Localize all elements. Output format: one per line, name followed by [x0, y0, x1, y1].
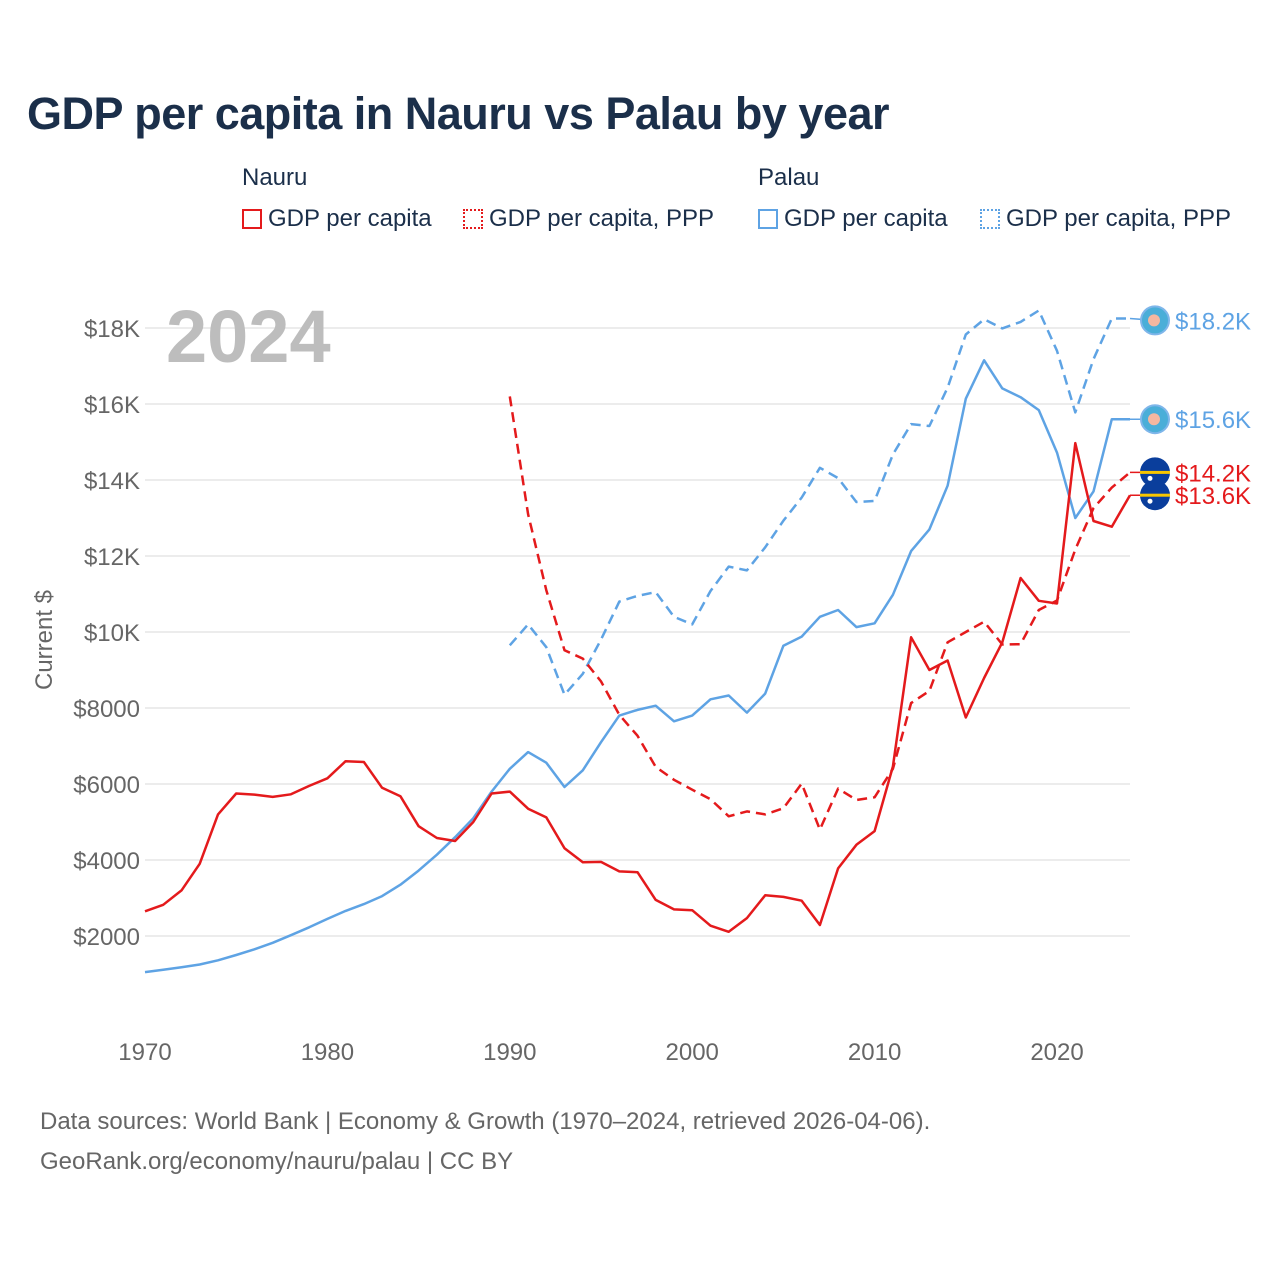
nauru-flag-star	[1147, 498, 1153, 504]
legend-item-nauru-ppp[interactable]: GDP per capita, PPP	[463, 205, 714, 233]
series-lines	[144, 309, 1132, 974]
x-tick-label: 2010	[848, 1039, 901, 1066]
x-tick-label: 2020	[1030, 1039, 1083, 1066]
end-marker-nauru: $14.2K	[1130, 457, 1251, 488]
end-value-label: $18.2K	[1175, 308, 1251, 335]
legend-swatch-nauru-gdp	[242, 209, 262, 229]
end-marker-palau: $15.6K	[1130, 404, 1251, 435]
y-tick-label: $12K	[84, 544, 140, 571]
series-line-nauru-gdp-per-capita-ppp[interactable]	[508, 396, 1131, 831]
series-line-palau-gdp-per-capita-ppp[interactable]	[508, 309, 1130, 696]
end-value-label: $13.6K	[1175, 483, 1251, 510]
chart-title: GDP per capita in Nauru vs Palau by year	[27, 88, 890, 139]
palau-flag-disc	[1148, 314, 1160, 327]
x-tick-label: 2000	[666, 1039, 719, 1066]
footer-sources: Data sources: World Bank | Economy & Gro…	[40, 1108, 931, 1135]
y-tick-label: $14K	[84, 468, 140, 495]
legend-swatch-palau-gdp	[758, 209, 778, 229]
legend-item-nauru-gdp[interactable]: GDP per capita	[242, 205, 432, 233]
x-tick-label: 1980	[301, 1039, 354, 1066]
gridlines	[145, 327, 1130, 937]
legend-label-nauru-gdp: GDP per capita	[268, 205, 432, 232]
series-line-palau-gdp-per-capita[interactable]	[144, 359, 1130, 974]
nauru-flag-stripe	[1140, 493, 1170, 497]
end-markers: $13.6K$14.2K $15.6K $18.2K	[1129, 305, 1251, 511]
end-value-label: $15.6K	[1175, 407, 1251, 434]
legend-label-palau-ppp: GDP per capita, PPP	[1006, 205, 1231, 232]
legend-label-nauru-ppp: GDP per capita, PPP	[489, 205, 714, 232]
legend-group-nauru: Nauru	[242, 164, 308, 191]
nauru-flag-star	[1147, 475, 1153, 481]
y-tick-label: $2000	[73, 924, 140, 951]
legend-item-palau-gdp[interactable]: GDP per capita	[758, 205, 948, 233]
y-tick-labels: $2000 $4000 $6000 $8000 $10K $12K $14K $16K $18K	[73, 316, 140, 951]
year-watermark: 2024	[166, 295, 331, 378]
end-value-label: $14.2K	[1175, 460, 1251, 487]
palau-flag-disc	[1148, 413, 1160, 426]
y-axis-label: Current $	[31, 590, 58, 690]
footer-attribution: GeoRank.org/economy/nauru/palau | CC BY	[40, 1148, 514, 1175]
y-tick-label: $4000	[73, 848, 140, 875]
y-tick-label: $16K	[84, 392, 140, 419]
legend-swatch-palau-ppp	[980, 209, 1000, 229]
end-marker-palau: $18.2K	[1129, 305, 1251, 336]
legend-swatch-nauru-ppp	[463, 209, 483, 229]
end-marker-nauru: $13.6K	[1130, 480, 1251, 511]
y-tick-label: $18K	[84, 316, 140, 343]
y-tick-label: $10K	[84, 620, 140, 647]
series-line-nauru-gdp-per-capita[interactable]	[144, 441, 1132, 934]
legend-label-palau-gdp: GDP per capita	[784, 205, 948, 232]
legend-item-palau-ppp[interactable]: GDP per capita, PPP	[980, 205, 1231, 233]
x-tick-label: 1990	[483, 1039, 536, 1066]
x-tick-labels: 1970 1980 1990 2000 2010 2020	[118, 1039, 1083, 1066]
x-tick-label: 1970	[118, 1039, 171, 1066]
nauru-flag-stripe	[1140, 470, 1170, 474]
legend-group-palau: Palau	[758, 164, 820, 191]
y-tick-label: $8000	[73, 696, 140, 723]
y-tick-label: $6000	[73, 772, 140, 799]
